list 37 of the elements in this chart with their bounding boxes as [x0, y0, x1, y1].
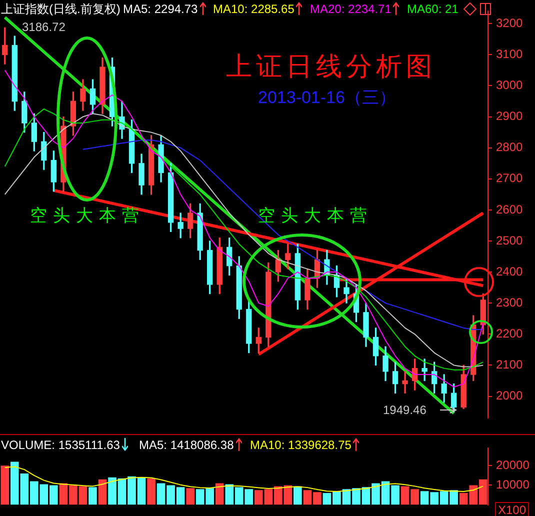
y-tick-label: 2900: [496, 109, 524, 124]
annotation: MA10: 2285.65: [213, 2, 294, 16]
annotation: MA5: 2294.73: [123, 2, 198, 16]
text: 2013-01-16（三）: [258, 88, 396, 108]
text: 上证日线分析图: [226, 52, 436, 81]
annotation: MA20: 2234.71: [310, 2, 392, 16]
bar: [88, 487, 97, 505]
annotation: 空头大本营: [30, 206, 145, 226]
text: X100: [495, 502, 530, 516]
y-tick-label: 3200: [496, 16, 524, 30]
bar: [186, 488, 194, 505]
annotation: MA5: 1418086.38: [139, 438, 234, 452]
annotation: 1949.46: [383, 403, 426, 417]
bar: [0, 466, 10, 505]
bar: [98, 479, 107, 505]
y-tick-label: 2400: [496, 264, 524, 278]
bar: [147, 478, 156, 505]
bar: [294, 486, 302, 505]
y-tick-label: 10000: [496, 478, 530, 492]
y-tick-label: 20000: [496, 458, 530, 472]
annotation: VOLUME: 1535111.63: [1, 438, 120, 452]
annotation: MA60: 21: [407, 2, 458, 16]
y-tick-label: 2200: [496, 326, 524, 340]
y-tick-label: 2600: [496, 202, 524, 216]
annotation: 3186.72: [22, 20, 66, 34]
y-tick-label: 2500: [496, 233, 524, 248]
y-tick-label: 3100: [496, 46, 524, 61]
y-tick-label: 2700: [496, 171, 524, 186]
bar: [215, 483, 224, 505]
y-tick-label: 2100: [496, 358, 524, 372]
annotation: MA10: 1339628.75: [250, 438, 352, 452]
y-tick-label: 2300: [496, 295, 524, 310]
y-tick-label: 2800: [496, 140, 524, 154]
y-tick-label: 3000: [496, 78, 524, 92]
annotation: 空头大本营: [258, 206, 373, 226]
y-tick-label: 2000: [496, 388, 524, 403]
annotation: 上证指数(日线.前复权): [1, 2, 120, 16]
